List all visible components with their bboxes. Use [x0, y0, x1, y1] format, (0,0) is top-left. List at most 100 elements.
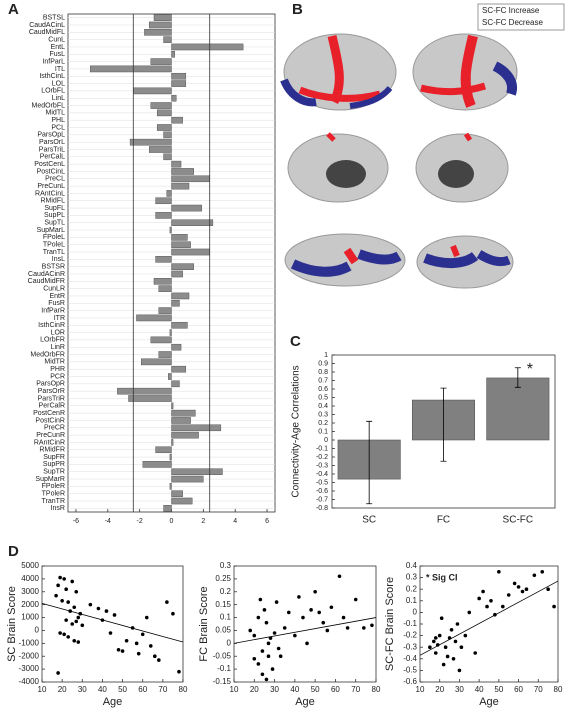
y-tick-label: ParsTriL: [39, 146, 65, 153]
data-point: [451, 657, 456, 661]
brain-ventral-left: [284, 233, 406, 287]
data-point: [104, 609, 109, 613]
y-tick-label: 2000: [21, 600, 39, 609]
y-tick-label: -0.1: [217, 664, 231, 673]
bar: [169, 329, 172, 336]
data-point: [297, 595, 301, 599]
y-tick-label: 0.1: [318, 428, 328, 435]
y-tick-label: 0.2: [220, 587, 232, 596]
y-tick-label: CunLR: [43, 285, 65, 292]
bar: [163, 505, 172, 512]
data-point: [341, 615, 346, 620]
y-tick-label: 0: [227, 638, 232, 647]
bar: [171, 402, 174, 410]
y-tick-label: TPoleR: [42, 491, 65, 498]
y-tick-label: 4000: [21, 574, 39, 583]
data-point: [256, 615, 261, 620]
y-tick-label: PostCenL: [34, 161, 65, 168]
data-point: [459, 645, 464, 649]
y-tick-label: InsR: [51, 505, 65, 512]
bar: [171, 497, 193, 505]
y-tick-label: MedOrbFR: [30, 351, 65, 358]
bar: [155, 256, 172, 263]
bar: [171, 468, 223, 475]
y-tick-label: MedOrbFL: [32, 102, 66, 109]
bar: [156, 109, 172, 117]
data-point: [546, 587, 550, 591]
panel-label: D: [8, 543, 19, 560]
bar: [128, 395, 172, 402]
x-tick-label: 70: [351, 685, 360, 694]
y-tick-label: 1000: [21, 613, 39, 622]
y-tick-label: ITR: [54, 315, 65, 322]
data-point: [60, 599, 64, 603]
bar: [141, 358, 172, 366]
bar: [169, 483, 172, 490]
y-tick-label: 0: [413, 608, 418, 617]
panel-label: B: [292, 1, 303, 18]
data-point: [449, 628, 454, 632]
x-tick-label: 10: [416, 685, 425, 694]
y-tick-label: 0.2: [406, 584, 418, 593]
data-point: [445, 654, 450, 659]
y-tick-label: -0.3: [316, 462, 328, 469]
data-point: [165, 600, 169, 604]
data-point: [88, 602, 93, 607]
x-tick-label: 10: [230, 685, 239, 694]
data-point: [455, 622, 460, 626]
y-tick-label: CaudACinR: [28, 271, 65, 278]
y-tick-label: BSTSL: [43, 15, 65, 22]
data-point: [266, 641, 271, 646]
y-tick-label: 5000: [21, 561, 39, 570]
y-tick-label: 3000: [21, 587, 39, 596]
brain-renderings: [280, 33, 518, 289]
y-tick-label: CaudACinL: [29, 22, 65, 29]
x-tick-label: FC: [437, 515, 450, 526]
y-tick-label: 0.1: [406, 596, 418, 605]
x-tick-label: 20: [58, 685, 67, 694]
y-tick-label: -0.5: [403, 666, 417, 675]
data-point: [64, 587, 68, 591]
data-point: [463, 633, 468, 638]
data-point: [443, 645, 448, 649]
y-tick-label: 0.5: [318, 394, 328, 401]
data-point: [453, 639, 458, 644]
x-tick-label: 70: [158, 685, 167, 694]
data-point: [435, 643, 440, 647]
bar: [171, 321, 188, 329]
data-point: [506, 593, 511, 597]
bar: [150, 102, 172, 109]
x-tick-label: 10: [38, 685, 47, 694]
bar: [155, 197, 172, 205]
y-tick-label: InfParL: [42, 58, 65, 65]
y-axis-label: SC-FC Brain Score: [384, 577, 396, 671]
y-tick-label: InsL: [52, 256, 65, 263]
bar: [486, 377, 550, 441]
y-tick-label: SupTR: [43, 469, 65, 476]
data-point: [116, 647, 121, 652]
y-tick-label: -0.1: [403, 619, 417, 628]
y-tick-label: CaudMidFR: [28, 278, 65, 285]
data-point: [177, 669, 181, 674]
bar: [163, 131, 172, 139]
bar: [171, 380, 180, 388]
bar: [171, 219, 214, 226]
plot-frame: [233, 565, 377, 683]
y-tick-label: SupMarR: [35, 476, 65, 483]
x-tick-label: SC-FC: [503, 515, 534, 526]
y-tick-label: SupMarL: [37, 227, 66, 234]
error-bar: [440, 387, 447, 462]
y-tick-label: EntR: [49, 293, 65, 300]
bar: [153, 278, 172, 285]
data-point: [252, 657, 257, 661]
bar: [117, 387, 172, 395]
legend-box: [477, 3, 565, 31]
y-tick-label: ParsOpR: [36, 381, 65, 388]
plot-frame: [41, 565, 184, 683]
y-tick-label: -3000: [19, 664, 40, 673]
x-tick-label: 60: [514, 685, 523, 694]
data-point: [305, 641, 309, 646]
bar: [171, 263, 194, 270]
legend-entry: SC-FC Decrease: [482, 18, 543, 27]
y-tick-label: 0.4: [318, 403, 328, 410]
